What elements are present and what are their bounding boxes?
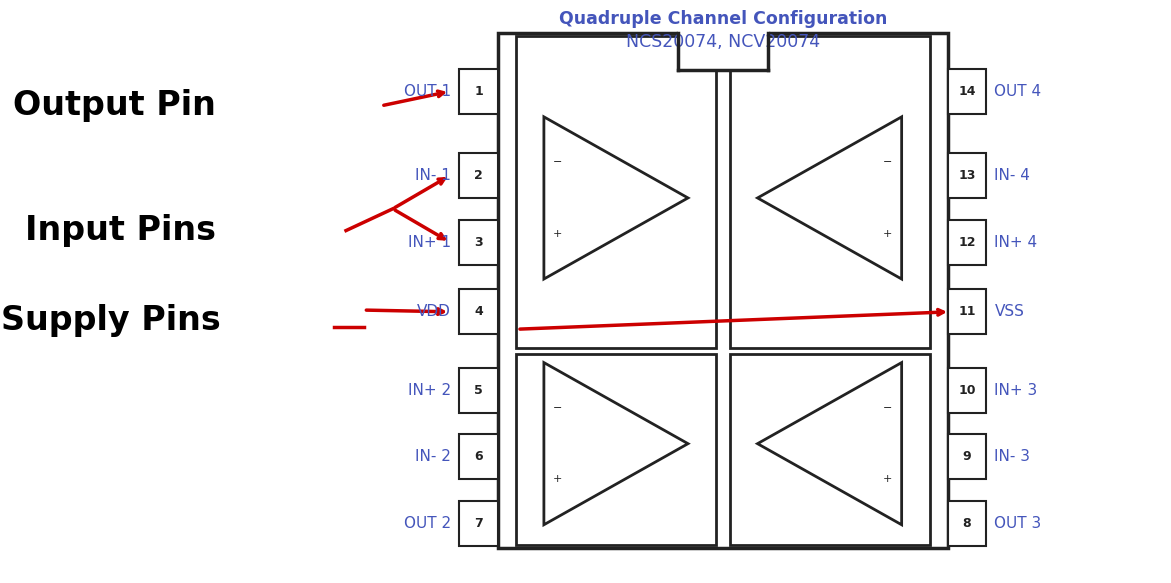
Text: OUT 3: OUT 3 [994,516,1042,531]
Text: +: + [883,229,892,238]
Text: NCS20074, NCV20074: NCS20074, NCV20074 [625,33,820,51]
Text: VSS: VSS [994,304,1025,319]
Bar [459,289,498,335]
Text: IN+ 2: IN+ 2 [408,382,451,398]
Text: IN+ 4: IN+ 4 [994,235,1038,250]
Text: −: − [883,157,892,167]
Text: Supply Pins: Supply Pins [1,304,221,337]
Bar [947,367,986,413]
Text: Quadruple Channel Configuration: Quadruple Channel Configuration [559,10,886,28]
Bar [459,153,498,198]
Text: 8: 8 [963,517,971,530]
Bar [947,220,986,265]
Text: 5: 5 [474,384,482,396]
Text: Output Pin: Output Pin [13,89,215,122]
Bar [498,33,947,548]
Bar [730,36,930,348]
Text: OUT 2: OUT 2 [404,516,451,531]
Text: −: − [883,403,892,413]
Bar [459,69,498,114]
Text: 9: 9 [963,450,971,463]
Bar [730,354,930,545]
Text: OUT 1: OUT 1 [404,84,451,99]
Text: 12: 12 [958,236,975,249]
Bar [947,501,986,546]
Text: IN- 3: IN- 3 [994,449,1030,465]
Text: 13: 13 [958,169,975,182]
Bar [947,69,986,114]
Text: 14: 14 [958,85,975,98]
Text: 1: 1 [474,85,482,98]
Bar [459,501,498,546]
Bar [947,434,986,479]
Bar [459,220,498,265]
Text: −: − [553,157,562,167]
Text: 6: 6 [474,450,482,463]
Text: 4: 4 [474,305,482,318]
Bar [947,289,986,335]
Bar [947,153,986,198]
Text: IN+ 1: IN+ 1 [408,235,451,250]
Polygon shape [543,363,689,525]
Text: Input Pins: Input Pins [25,214,215,247]
Text: IN- 1: IN- 1 [416,168,451,183]
Bar [516,354,715,545]
Text: −: − [553,403,562,413]
Text: 3: 3 [474,236,482,249]
Bar [516,36,715,348]
Polygon shape [758,363,902,525]
Text: 10: 10 [958,384,975,396]
Bar [459,367,498,413]
Text: OUT 4: OUT 4 [994,84,1041,99]
Polygon shape [758,117,902,279]
Polygon shape [678,27,768,71]
Text: 11: 11 [958,305,975,318]
Polygon shape [543,117,689,279]
Text: VDD: VDD [417,304,451,319]
Text: 7: 7 [474,517,482,530]
Bar [459,434,498,479]
Text: +: + [883,475,892,484]
Text: 2: 2 [474,169,482,182]
Text: IN- 2: IN- 2 [416,449,451,465]
Text: IN- 4: IN- 4 [994,168,1030,183]
Text: +: + [553,475,562,484]
Text: +: + [553,229,562,238]
Text: IN+ 3: IN+ 3 [994,382,1038,398]
